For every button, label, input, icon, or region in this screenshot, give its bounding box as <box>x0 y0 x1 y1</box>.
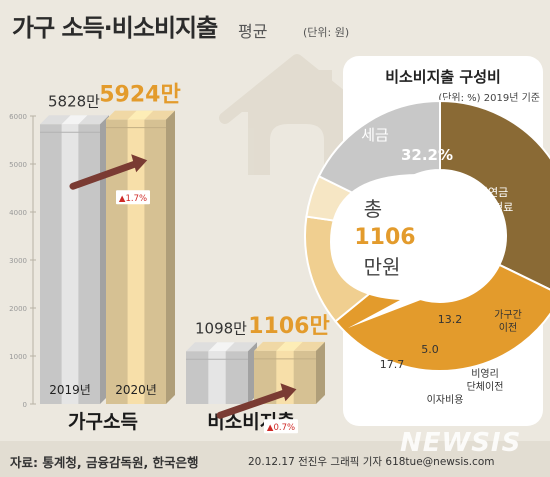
y-tick-label: 1000 <box>9 353 27 361</box>
slice-value: 17.7 <box>380 358 405 371</box>
pie-title: 비소비지출 구성비 <box>385 68 501 86</box>
y-tick-label: 4000 <box>9 209 27 217</box>
page-title: 가구 소득·비소비지출 <box>12 14 218 42</box>
slice-label: 비영리 <box>471 368 499 380</box>
y-tick-label: 2000 <box>9 305 27 313</box>
bar-2019 <box>186 342 257 404</box>
bar-2020 <box>106 110 175 404</box>
y-tick-label: 0 <box>23 401 27 409</box>
slice-label: 세금 <box>361 126 389 144</box>
change-badge: ▲0.7% <box>264 419 298 434</box>
category-label: 가구소득 <box>68 411 138 433</box>
change-badge-text: ▲0.7% <box>267 423 295 433</box>
center-text-line3: 만원 <box>364 255 401 279</box>
growth-arrow <box>69 154 148 190</box>
pie-slice <box>439 99 550 291</box>
growth-arrow <box>216 383 297 419</box>
bar-year-label: 2019년 <box>49 383 91 397</box>
y-tick-label: 5000 <box>9 161 27 169</box>
y-tick-label: 6000 <box>9 113 27 121</box>
bar-value-label: 1098만 <box>195 319 247 337</box>
page-subtitle: 평균 <box>238 22 268 41</box>
center-text-line2: 1106 <box>354 225 415 250</box>
slice-label: 사회보험료 <box>463 201 514 214</box>
slice-label: 공적연금 <box>468 186 508 199</box>
pie-note: (단위: %) 2019년 기준 <box>438 91 540 104</box>
slice-label-group: 17.7 이자비용 <box>380 358 464 406</box>
bar-value-label: 5924만 <box>99 83 180 108</box>
center-bubble: 총 1106 만원 <box>330 174 458 328</box>
slice-label: 이전 <box>499 322 517 334</box>
footer-bar <box>0 441 550 477</box>
bar-value-label: 1106만 <box>248 314 329 339</box>
slice-value: 31.9 <box>471 245 506 261</box>
change-badge-text: ▲1.7% <box>119 194 147 204</box>
bar-2019 <box>40 115 109 405</box>
slice-value: 13.2 <box>438 313 463 326</box>
source-text: 자료: 통계청, 금융감독원, 한국은행 <box>10 455 199 470</box>
watermark-logo: NEWSIS <box>400 428 522 458</box>
change-badge: ▲1.7% <box>116 190 150 205</box>
bar-value-label: 5828만 <box>48 92 100 110</box>
slice-value: 32.2% <box>401 146 453 164</box>
y-tick-label: 3000 <box>9 257 27 265</box>
slice-label: 이자비용 <box>427 394 464 406</box>
slice-label: 단체이전 <box>467 381 504 393</box>
slice-label: 가구간 <box>494 309 522 321</box>
slice-value: 5.0 <box>421 343 439 356</box>
center-text-line1: 총 <box>364 197 382 221</box>
slice-label-group: 세금 32.2% <box>361 126 453 164</box>
credit-text: 20.12.17 전진우 그래픽 기자 618tue@newsis.com <box>248 456 495 468</box>
unit-label: (단위: 원) <box>303 26 350 39</box>
bar-year-label: 2020년 <box>115 383 157 397</box>
